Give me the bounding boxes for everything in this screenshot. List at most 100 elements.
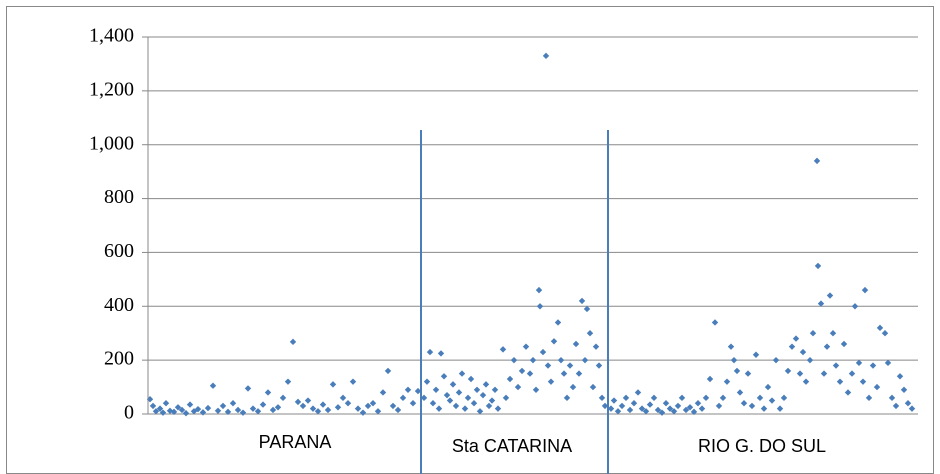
data-point [209,382,217,389]
data-point [234,406,242,414]
data-point [678,394,686,402]
data-point [865,394,873,402]
data-point [329,381,337,388]
data-point [502,394,510,402]
data-point [299,402,307,410]
data-point [814,262,822,270]
data-point [269,406,277,414]
data-point [670,408,678,415]
data-point [642,408,650,415]
data-point [904,400,912,407]
data-point [479,391,487,399]
data-point [589,383,597,391]
data-point [802,378,810,385]
data-point [892,402,900,410]
data-point [698,405,706,412]
data-point [394,406,402,414]
data-point [888,394,896,402]
data-point [219,402,227,410]
data-point [881,330,889,337]
data-point [369,400,377,407]
data-point [622,394,630,402]
y-tick-label: 1,400 [89,25,134,47]
data-point [488,397,496,404]
data-point [532,386,540,393]
data-point [547,378,555,385]
data-point [686,404,694,411]
data-point [554,319,562,326]
data-point [542,52,550,60]
data-point [294,398,302,406]
data-point [529,356,537,364]
data-point [727,343,735,350]
data-point [159,409,167,416]
data-point [449,381,457,388]
data-point [823,343,831,350]
data-point [626,406,634,414]
data-point [896,373,904,380]
data-point [610,397,618,404]
data-point [455,389,463,396]
data-point [152,408,160,415]
data-point [244,385,252,392]
data-point [869,362,877,369]
data-point [723,378,731,385]
data-point [476,408,484,415]
data-point [575,370,583,377]
region-label: Sta CATARINA [452,436,572,456]
data-point [654,406,662,414]
data-point [254,408,262,415]
y-tick-label: 0 [124,402,134,424]
data-point [836,378,844,385]
data-point [733,367,741,375]
data-point [851,303,859,310]
data-point [711,319,719,326]
data-point [379,389,387,396]
data-point [748,402,756,410]
data-point [435,405,443,412]
region-label: PARANA [259,432,332,452]
data-point [437,350,445,357]
data-point [740,400,748,407]
data-point [324,406,332,414]
data-point [354,405,362,412]
data-point [334,404,342,411]
data-point [873,383,881,391]
data-point [706,375,714,383]
data-point [339,394,347,402]
data-point [598,394,606,402]
data-point [535,286,543,294]
data-point [884,359,892,367]
data-point [646,401,654,408]
data-point [544,362,552,369]
data-point [274,404,282,411]
data-point [420,394,428,402]
data-point [264,389,272,396]
data-point [314,408,322,415]
data-point [557,356,565,364]
data-point [809,330,817,337]
data-point [149,402,157,410]
data-point [432,386,440,393]
data-point [224,408,232,416]
data-point [569,383,577,391]
data-point [784,367,792,375]
data-point [817,300,825,307]
data-point [563,394,571,402]
data-point [384,367,392,375]
data-point [156,405,164,412]
data-point [820,370,828,377]
data-point [204,404,212,412]
data-point [832,362,840,369]
data-point [719,394,727,402]
data-point [494,405,502,412]
data-point [595,362,603,369]
y-tick-label: 800 [104,186,134,208]
data-point [848,370,856,377]
data-point [829,330,837,337]
data-point [364,402,372,410]
data-point [467,375,475,383]
y-tick-label: 200 [104,348,134,370]
data-point [586,330,594,337]
